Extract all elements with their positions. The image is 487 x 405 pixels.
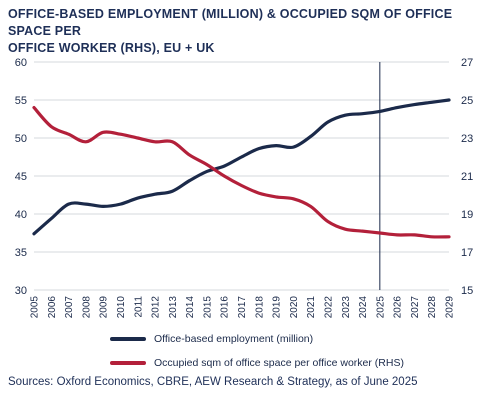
legend-item-employment: Office-based employment (million) — [110, 333, 313, 345]
x-tick-label: 2009 — [99, 296, 110, 319]
x-tick-label: 2022 — [323, 296, 334, 319]
x-tick-label: 2020 — [289, 296, 300, 319]
series-lines — [32, 98, 451, 239]
right-tick-label: 17 — [461, 247, 473, 259]
x-tick-label: 2019 — [272, 296, 283, 319]
left-tick-label: 55 — [15, 95, 27, 107]
legend-label-employment: Office-based employment (million) — [154, 333, 314, 345]
right-tick-label: 19 — [461, 209, 473, 221]
x-tick-label: 2026 — [393, 296, 404, 319]
right-tick-label: 25 — [461, 95, 473, 107]
x-tick-label: 2027 — [410, 296, 421, 319]
series-line-sqm — [32, 106, 451, 239]
x-tick-label: 2008 — [81, 296, 92, 319]
x-tick-label: 2015 — [202, 296, 213, 319]
left-tick-label: 40 — [15, 209, 27, 221]
left-tick-label: 60 — [15, 57, 27, 69]
x-tick-label: 2025 — [375, 296, 386, 319]
left-axis-ticks: 30 35 40 45 50 55 60 — [15, 57, 27, 297]
x-tick-label: 2006 — [47, 296, 58, 319]
right-tick-label: 15 — [461, 285, 473, 297]
x-tick-label: 2029 — [445, 296, 456, 319]
x-tick-label: 2005 — [30, 296, 41, 319]
x-tick-label: 2013 — [168, 296, 179, 319]
left-tick-label: 35 — [15, 247, 27, 259]
legend-swatch-employment — [110, 337, 146, 341]
gridlines — [34, 61, 449, 291]
chart-title-line-1: OFFICE-BASED EMPLOYMENT (MILLION) & OCCU… — [8, 7, 453, 38]
x-tick-label: 2011 — [133, 296, 144, 318]
x-axis-ticks: 2005 2006 2007 2008 2009 2010 2011 2012 2013 2014… — [30, 296, 456, 319]
x-tick-label: 2010 — [116, 296, 127, 319]
x-tick-label: 2017 — [237, 296, 248, 319]
x-tick-label: 2016 — [220, 296, 231, 319]
chart-title: OFFICE-BASED EMPLOYMENT (MILLION) & OCCU… — [8, 6, 484, 57]
x-tick-label: 2023 — [341, 296, 352, 319]
left-tick-label: 30 — [15, 285, 27, 297]
left-tick-label: 50 — [15, 133, 27, 145]
x-tick-label: 2021 — [306, 296, 317, 319]
chart-title-line-2: OFFICE WORKER (RHS), EU + UK — [8, 41, 215, 55]
legend-item-sqm: Occupied sqm of office space per office … — [110, 357, 404, 369]
right-tick-label: 27 — [461, 57, 473, 69]
x-tick-label: 2014 — [185, 296, 196, 319]
right-tick-label: 23 — [461, 133, 473, 145]
x-tick-label: 2012 — [151, 296, 162, 319]
source-note: Sources: Oxford Economics, CBRE, AEW Res… — [8, 376, 418, 388]
x-tick-label: 2028 — [427, 296, 438, 319]
right-tick-label: 21 — [461, 171, 473, 183]
legend-swatch-sqm — [110, 361, 146, 365]
series-line-employment — [32, 98, 451, 236]
left-tick-label: 45 — [15, 171, 27, 183]
x-tick-label: 2007 — [64, 296, 75, 319]
legend-label-sqm: Occupied sqm of office space per office … — [154, 357, 404, 369]
x-tick-label: 2018 — [254, 296, 265, 319]
x-tick-label: 2024 — [358, 296, 369, 319]
right-axis-ticks: 15 17 19 21 23 25 27 — [461, 57, 473, 297]
